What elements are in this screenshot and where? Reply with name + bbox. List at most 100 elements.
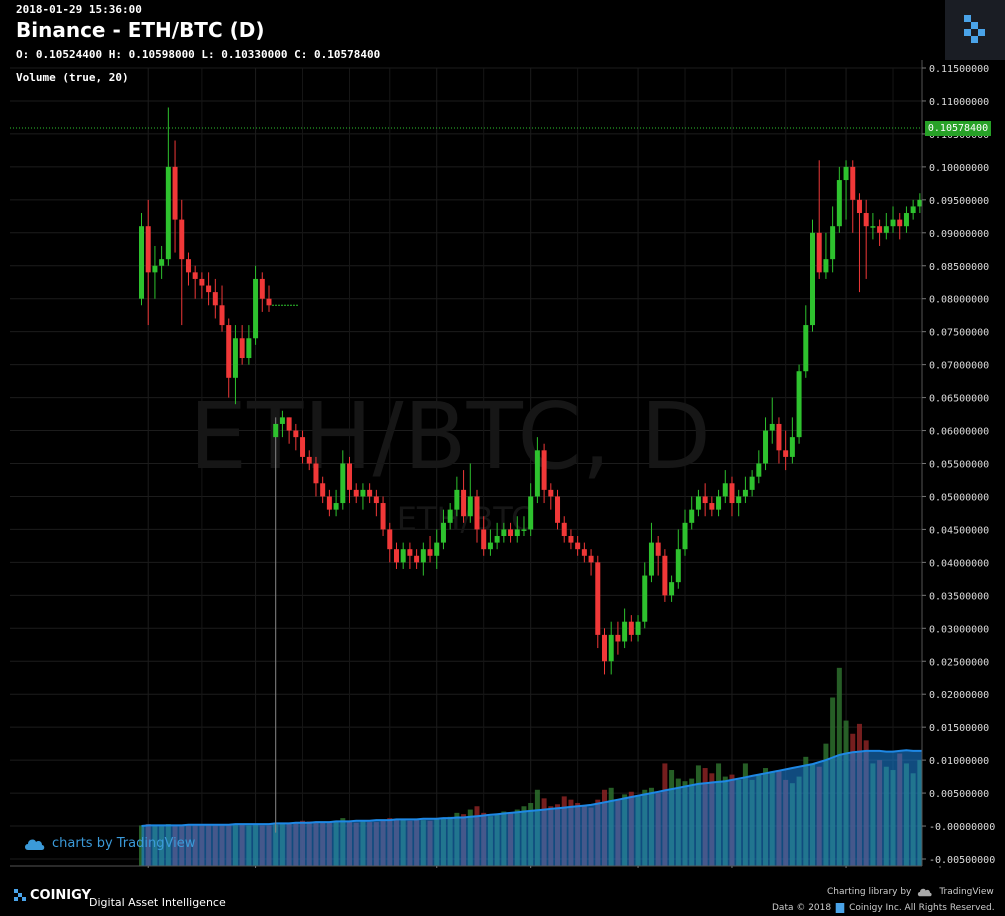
y-tick-label: 0.08500000	[929, 262, 989, 273]
candle-body	[139, 226, 144, 299]
candle-body	[776, 423, 782, 451]
candle-body	[152, 265, 158, 273]
candle-body	[601, 634, 607, 662]
y-tick-label: -0.00000000	[929, 822, 995, 833]
y-tick-label: 0.01500000	[929, 723, 989, 734]
candle-body	[514, 529, 520, 537]
candle-body	[810, 232, 815, 326]
coinigy-tiny-icon	[835, 903, 845, 913]
candle-body	[695, 496, 701, 510]
candle-body	[883, 226, 889, 233]
candle-body	[447, 509, 453, 523]
candle-body	[279, 417, 285, 424]
tradingview-small-cloud-icon	[918, 888, 932, 897]
candle-body	[259, 278, 265, 299]
data-copyright-suffix: Coinigy Inc. All Rights Reserved.	[849, 903, 995, 913]
candle-body	[172, 166, 178, 220]
candle-body	[239, 338, 245, 359]
y-tick-label: 0.05000000	[929, 492, 989, 503]
candle-body	[588, 555, 594, 563]
candle-body	[380, 503, 386, 530]
candle-body	[320, 483, 326, 497]
candle-body	[159, 259, 165, 266]
candle-body	[635, 621, 641, 635]
candle-body	[353, 489, 359, 497]
candle-body	[702, 496, 708, 504]
candle-body	[387, 529, 393, 550]
candle-body	[870, 226, 876, 228]
candle-body	[555, 496, 561, 523]
chart-title: Binance - ETH/BTC (D)	[16, 18, 265, 42]
candle-body	[722, 483, 728, 497]
candle-body	[192, 272, 198, 279]
candle-body	[689, 509, 695, 523]
timestamp: 2018-01-29 15:36:00	[16, 3, 142, 16]
candle-body	[803, 325, 809, 372]
candle-body	[367, 489, 373, 497]
candle-body	[434, 542, 440, 556]
candle-body	[669, 582, 675, 596]
candle-body	[266, 298, 272, 306]
candle-body	[816, 232, 822, 273]
candle-body	[420, 549, 426, 563]
candle-body	[648, 542, 654, 576]
candle-body	[903, 213, 909, 227]
candle-body	[716, 496, 722, 510]
candle-body	[675, 549, 681, 583]
charting-library-credit[interactable]: Charting library by TradingView	[827, 887, 994, 897]
candle-body	[890, 219, 896, 227]
candle-body	[662, 555, 668, 596]
volume-ma-area	[141, 750, 1005, 866]
tradingview-cloud-icon	[25, 839, 45, 850]
candle-body	[863, 213, 869, 227]
last-price-badge: 0.10578400	[925, 121, 991, 136]
candle-body	[306, 456, 312, 464]
candle-body	[226, 325, 232, 378]
y-tick-label: 0.06500000	[929, 394, 989, 405]
candle-body	[165, 166, 171, 260]
volume-legend: Volume (true, 20)	[16, 71, 129, 84]
candle-body	[494, 536, 500, 543]
candle-body	[293, 430, 299, 438]
candle-body	[642, 575, 648, 622]
candle-body	[427, 549, 433, 556]
coinigy-brand[interactable]: COINIGY	[14, 888, 91, 903]
tradingview-credit-link[interactable]: charts by TradingView	[24, 836, 195, 851]
candle-body	[769, 423, 775, 431]
y-tick-label: 0.02000000	[929, 690, 989, 701]
candle-body	[481, 529, 487, 550]
candle-body	[273, 423, 279, 438]
y-tick-label: -0.00500000	[929, 855, 995, 866]
y-tick-label: 0.03000000	[929, 624, 989, 635]
y-tick-label: 0.01000000	[929, 756, 989, 767]
coinigy-logo-button[interactable]	[945, 0, 1005, 60]
y-tick-label: 0.02500000	[929, 657, 989, 668]
candle-body	[910, 206, 916, 214]
ohlc-readout: O: 0.10524400 H: 0.10598000 L: 0.1033000…	[16, 48, 381, 61]
y-axis-bg	[922, 60, 1005, 868]
candle-body	[474, 496, 480, 530]
candle-body	[528, 496, 534, 530]
candle-body	[246, 338, 252, 359]
candle-body	[709, 503, 715, 510]
candle-body	[736, 496, 742, 504]
candle-body	[508, 529, 514, 537]
y-tick-label: 0.06000000	[929, 427, 989, 438]
tradingview-text: TradingView	[939, 887, 994, 897]
candle-body	[581, 549, 587, 556]
y-tick-label: 0.07000000	[929, 361, 989, 372]
candle-body	[313, 463, 319, 484]
candle-body	[742, 489, 748, 497]
candle-body	[373, 496, 379, 504]
candle-body	[783, 450, 789, 457]
y-tick-label: 0.08000000	[929, 295, 989, 306]
coinigy-logo-icon	[964, 15, 985, 43]
y-tick-label: 0.04500000	[929, 525, 989, 536]
candle-body	[333, 503, 339, 510]
candle-body	[595, 562, 601, 635]
candle-body	[347, 463, 353, 490]
candle-body	[568, 536, 574, 543]
candle-body	[454, 489, 460, 510]
candle-body	[823, 259, 829, 273]
